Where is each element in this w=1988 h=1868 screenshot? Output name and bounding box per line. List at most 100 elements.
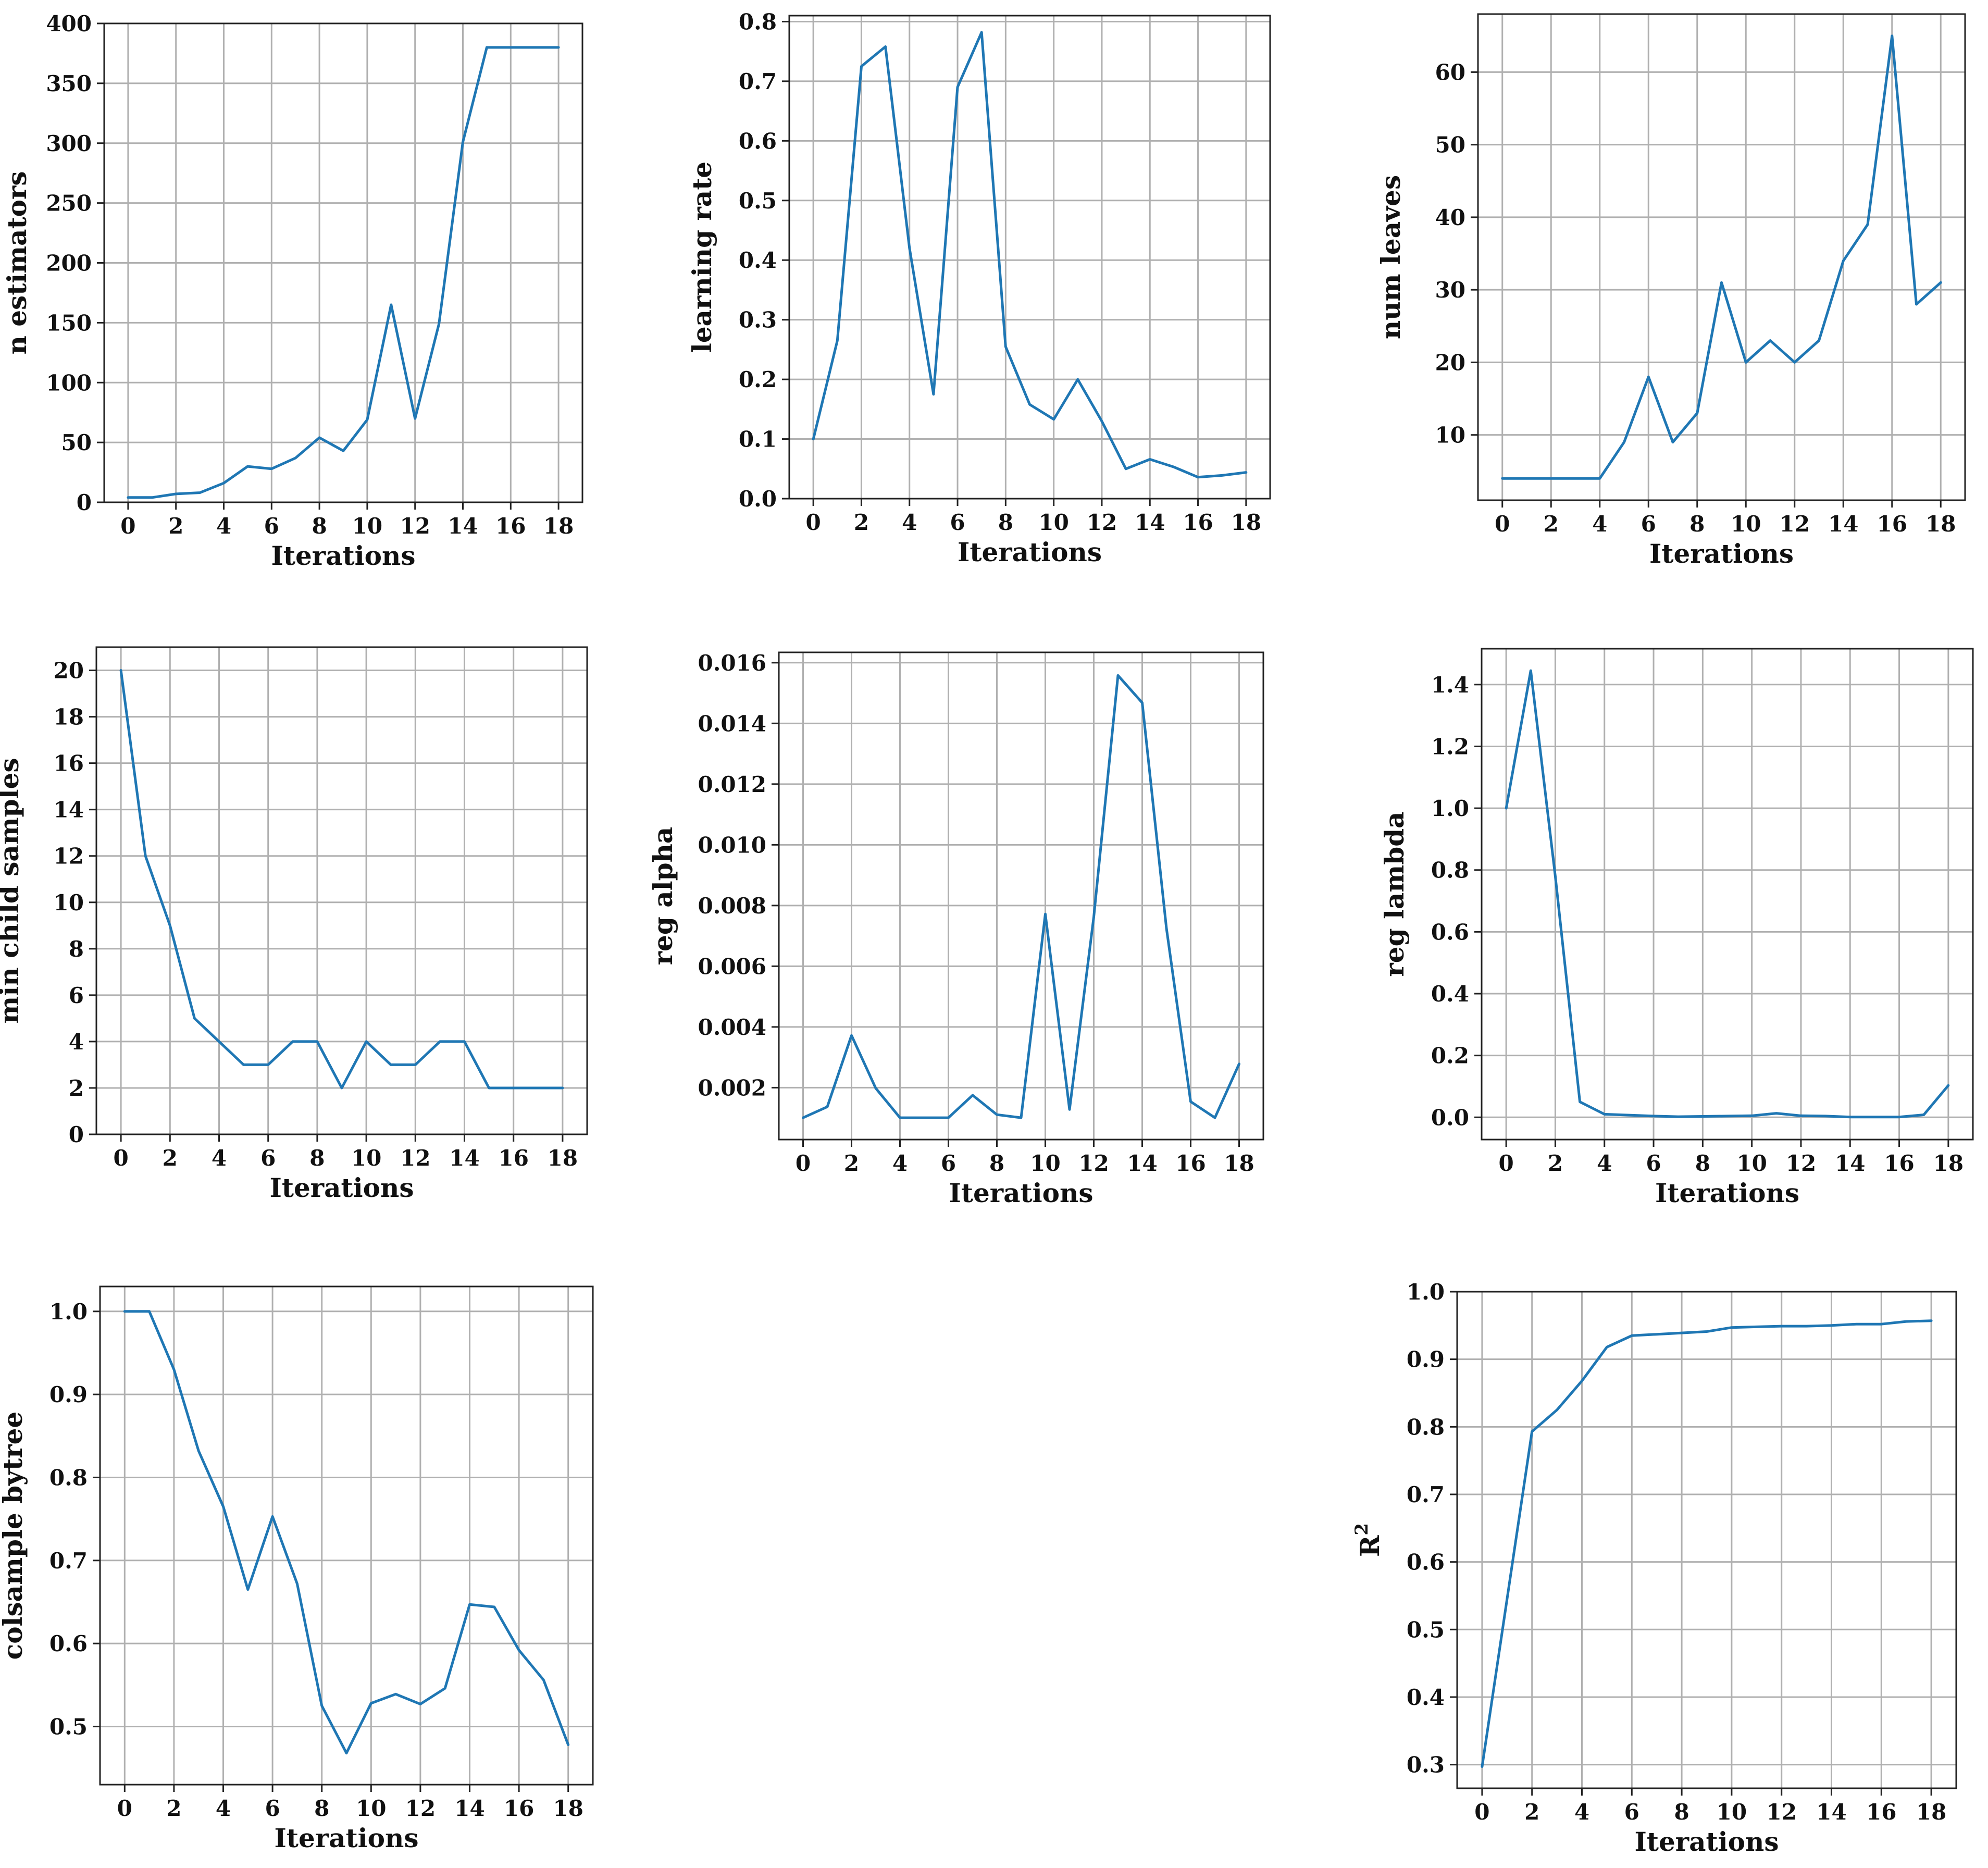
y-tick-label: 350: [46, 71, 92, 96]
series-line: [1501, 34, 1942, 480]
y-tick-label: 0.9: [1407, 1347, 1445, 1372]
x-tick-label: 4: [902, 510, 917, 535]
x-tick-label: 18: [543, 513, 574, 539]
y-tick-label: 0: [77, 490, 92, 515]
y-tick-label: 0.014: [698, 711, 766, 736]
x-tick-label: 16: [495, 513, 526, 539]
x-tick-label: 2: [168, 513, 183, 539]
x-tick-label: 14: [1816, 1799, 1846, 1825]
y-tick-label: 20: [1435, 350, 1465, 375]
x-tick-label: 4: [1574, 1799, 1589, 1825]
x-tick-label: 2: [163, 1145, 178, 1171]
y-tick-label: 2: [69, 1075, 84, 1101]
series-line: [812, 31, 1248, 479]
x-tick-label: 16: [498, 1145, 528, 1171]
series-line: [123, 1310, 570, 1754]
x-tick-label: 10: [1736, 1151, 1767, 1176]
x-tick-label: 8: [309, 1145, 325, 1171]
x-tick-label: 2: [1544, 511, 1559, 537]
y-axis-label: num leaves: [1375, 175, 1406, 339]
y-tick-label: 0.006: [698, 954, 766, 979]
y-tick-label: 50: [61, 430, 92, 455]
chart-panel-3: 0 2 4 6 8 10 12 14 16 18 10 20 30 40 50 60 Iterations num…: [1375, 13, 1966, 569]
y-tick-label: 100: [46, 370, 92, 395]
plot-frame: [1481, 648, 1974, 1141]
y-tick-label: 16: [54, 751, 84, 776]
chart-panel-2: 0 2 4 6 8 10 12 14 16 18 0.0 0.1 0.2 0.3 0.4 0.5 0.6 0.7 0…: [687, 9, 1271, 567]
series-line: [1481, 1319, 1933, 1768]
x-axis-label: Iterations: [958, 537, 1102, 567]
y-tick-label: 8: [69, 936, 84, 962]
y-tick-label: 18: [54, 704, 84, 730]
y-axis-label: n estimators: [2, 171, 32, 354]
y-tick-label: 0.7: [1407, 1482, 1445, 1507]
x-tick-label: 14: [1127, 1151, 1157, 1176]
y-tick-label: 250: [46, 191, 92, 216]
y-tick-label: 0.004: [698, 1015, 766, 1040]
y-tick-label: 0.8: [1431, 858, 1469, 883]
y-tick-label: 0.8: [739, 9, 777, 34]
y-axis-label-text: R: [1355, 1535, 1385, 1557]
x-tick-label: 10: [1731, 511, 1761, 537]
x-tick-label: 12: [405, 1796, 436, 1821]
x-tick-label: 10: [351, 1145, 381, 1171]
y-tick-label: 12: [54, 844, 84, 869]
x-tick-label: 6: [264, 513, 279, 539]
y-tick-label: 0.5: [1407, 1617, 1445, 1642]
x-tick-label: 6: [260, 1145, 276, 1171]
y-tick-label: 0.0: [1431, 1105, 1469, 1130]
y-tick-label: 0.3: [1407, 1752, 1445, 1778]
y-tick-label: 0.010: [698, 832, 766, 858]
x-tick-label: 0: [120, 513, 135, 539]
y-tick-label: 0.8: [1407, 1414, 1445, 1440]
plot-frame: [788, 15, 1271, 500]
x-axis-label: Iterations: [1655, 1178, 1799, 1208]
plot-frame: [103, 22, 583, 503]
y-tick-label: 1.0: [49, 1299, 88, 1325]
y-tick-label: 50: [1435, 132, 1465, 158]
y-axis-label-text: min child samples: [0, 758, 24, 1023]
y-tick-label: 0.6: [49, 1631, 88, 1656]
plot-frame: [95, 646, 588, 1135]
x-axis-label: Iterations: [1635, 1826, 1779, 1857]
y-tick-label: 0.002: [698, 1075, 766, 1100]
plot-frame: [778, 651, 1264, 1141]
x-tick-label: 6: [941, 1151, 956, 1176]
x-tick-label: 2: [1524, 1799, 1539, 1825]
chart-panel-4: 0 2 4 6 8 10 12 14 16 18 0 2 4 6 8 10 12 14 16 18 20 Iteratio…: [0, 646, 588, 1203]
plot-frame: [99, 1285, 594, 1786]
y-tick-label: 0.5: [49, 1714, 88, 1739]
chart-panel-1: 0 2 4 6 8 10 12 14 16 18 0 50 100 150 200 250 300 350 400 I…: [2, 11, 583, 571]
x-tick-label: 6: [1641, 511, 1656, 537]
x-tick-label: 14: [1135, 510, 1165, 535]
x-tick-label: 2: [1548, 1151, 1563, 1176]
y-axis-label: reg alpha: [648, 827, 678, 966]
x-tick-label: 8: [314, 1796, 329, 1821]
y-axis-label: learning rate: [687, 162, 717, 353]
x-tick-label: 0: [117, 1796, 132, 1821]
y-tick-label: 400: [46, 11, 92, 36]
chart-panel-5: 0 2 4 6 8 10 12 14 16 18 0.002 0.004 0.006 0.008 0.010…: [648, 650, 1264, 1208]
x-tick-label: 0: [806, 510, 821, 535]
y-axis-label: reg lambda: [1379, 811, 1410, 976]
y-tick-label: 0.016: [698, 650, 766, 676]
y-tick-label: 0.0: [739, 486, 777, 512]
x-tick-label: 8: [1689, 511, 1705, 537]
x-tick-label: 12: [1780, 511, 1810, 537]
y-tick-label: 200: [46, 251, 92, 276]
x-tick-label: 14: [448, 513, 478, 539]
y-tick-label: 0.2: [739, 367, 777, 392]
x-tick-label: 6: [1624, 1799, 1639, 1825]
y-tick-label: 0.4: [1407, 1685, 1445, 1710]
x-tick-label: 16: [1866, 1799, 1896, 1825]
y-axis-label-text: learning rate: [687, 162, 717, 353]
x-tick-label: 18: [1231, 510, 1261, 535]
x-axis-label: Iterations: [270, 1172, 414, 1203]
x-tick-label: 12: [1786, 1151, 1816, 1176]
x-tick-label: 18: [1925, 511, 1956, 537]
y-tick-label: 20: [54, 658, 84, 684]
x-tick-label: 10: [1030, 1151, 1060, 1176]
x-axis-label: Iterations: [271, 540, 416, 571]
x-tick-label: 8: [312, 513, 327, 539]
x-tick-label: 4: [212, 1145, 227, 1171]
